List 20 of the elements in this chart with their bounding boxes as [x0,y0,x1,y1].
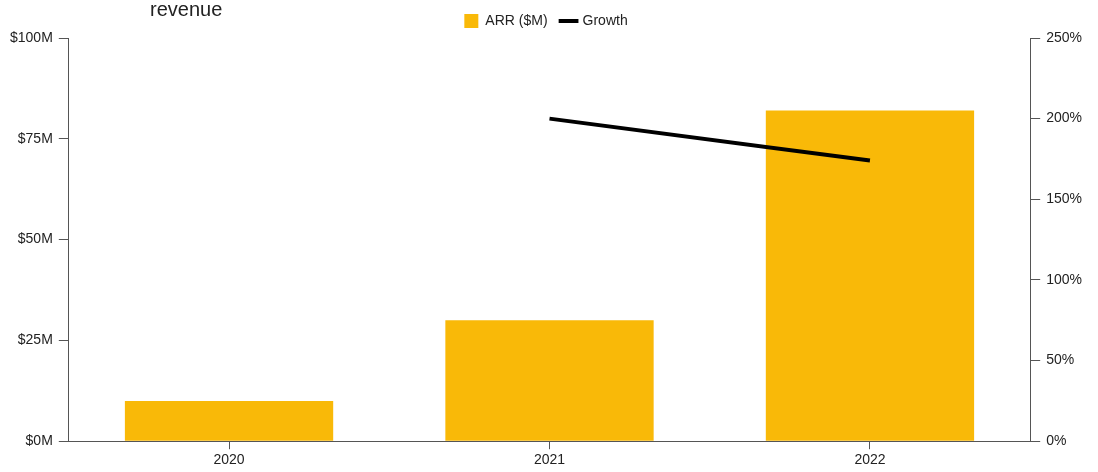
bar [765,110,975,441]
y-tick-label: $75M [17,129,53,146]
y2-tick-label: 150% [1046,190,1083,207]
x-tick-label: 2021 [533,451,566,468]
y2-tick-label: 100% [1046,270,1083,287]
y-tick-label: $25M [17,331,53,348]
bar [445,320,654,441]
legend-label: Growth [582,11,628,28]
bar [124,400,334,441]
y2-tick-label: 200% [1046,109,1083,126]
x-tick-label: 2020 [213,451,245,468]
y-tick-label: $0M [25,432,53,449]
y2-tick-label: 50% [1046,351,1075,368]
chart-title: revenue [150,0,223,21]
y2-tick-label: 250% [1046,28,1083,45]
legend-label: ARR ($M) [485,11,548,28]
y-tick-label: $50M [17,230,53,247]
x-tick-label: 2022 [854,451,886,468]
y2-tick-label: 0% [1046,432,1067,449]
y-tick-label: $100M [9,28,53,45]
